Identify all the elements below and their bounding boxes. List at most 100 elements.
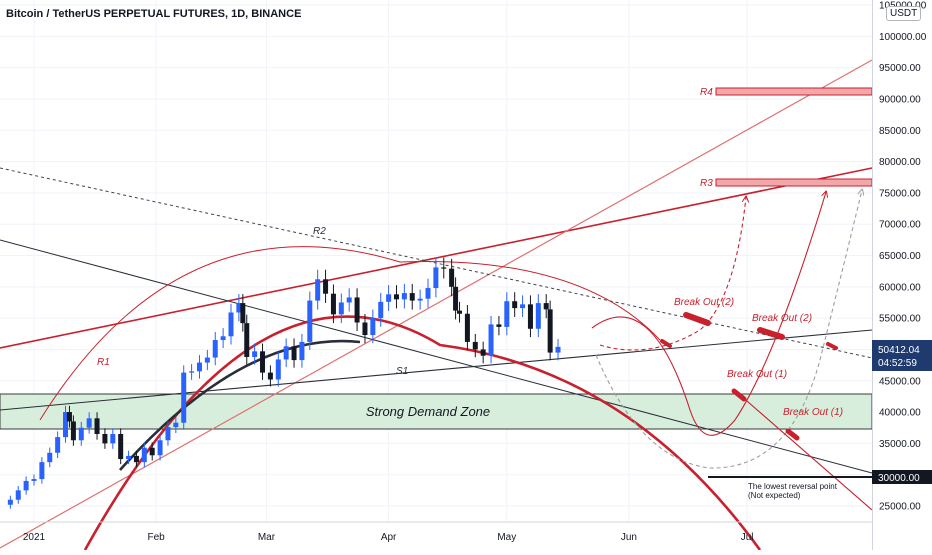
candle-body <box>157 440 163 456</box>
candle-body <box>338 302 344 315</box>
price-tick-label: 40000.00 <box>879 408 921 419</box>
trendline-black-desc <box>0 239 873 474</box>
breakout-label-2a: Break Out (2) <box>674 297 734 308</box>
breakout-label-1a: Break Out (1) <box>727 369 787 380</box>
price-tick-label: 60000.00 <box>879 282 921 293</box>
date-tick-label: Apr <box>381 532 397 543</box>
candle-body <box>283 346 289 360</box>
r3-label: R3 <box>700 178 713 189</box>
candle-body <box>252 351 258 357</box>
candle-body <box>362 322 368 336</box>
candle-body <box>78 427 84 441</box>
price-tick-label: 45000.00 <box>879 376 921 387</box>
date-tick-label: Jun <box>621 532 637 543</box>
breakout-marker-2a <box>683 312 711 326</box>
candle-body <box>228 312 234 337</box>
candle-body <box>7 499 13 505</box>
candle-body <box>401 293 407 300</box>
reversal-price-value: 30000.00 <box>878 473 920 484</box>
candle-body <box>543 303 549 310</box>
candle-body <box>244 323 250 357</box>
arc-big-red-thin <box>39 246 661 421</box>
candle-body <box>110 433 116 444</box>
date-tick-label: 2021 <box>23 532 46 543</box>
candle-body <box>204 357 210 363</box>
candle-body <box>47 452 53 463</box>
candle-body <box>86 418 92 428</box>
candle-body <box>393 294 399 300</box>
candle-body <box>299 341 305 361</box>
candle-body <box>346 297 352 303</box>
price-tick-label: 55000.00 <box>879 314 921 325</box>
candle-body <box>70 421 76 441</box>
reversal-note-line1: The lowest reversal point <box>748 482 838 491</box>
countdown-value: 04:52:59 <box>878 358 917 369</box>
date-tick-label: Jul <box>741 532 754 543</box>
candle-body <box>488 324 494 356</box>
candle-body <box>307 300 313 342</box>
price-tick-label: 90000.00 <box>879 94 921 105</box>
candle-body <box>417 298 423 301</box>
arc-bold-red <box>83 315 762 550</box>
candle-body <box>133 455 139 463</box>
breakout-label-2b: Break Out (2) <box>752 313 812 324</box>
candle-body <box>535 303 541 329</box>
candle-body <box>512 301 518 309</box>
candle-body <box>126 455 132 460</box>
candle-body <box>240 303 246 324</box>
candle-body <box>453 286 459 311</box>
current-price-value: 50412.04 <box>878 345 920 356</box>
candle-body <box>472 341 478 350</box>
price-tick-label: 100000.00 <box>879 32 927 43</box>
date-tick-label: Feb <box>148 532 166 543</box>
trendline-r1-lower-red <box>0 59 873 549</box>
candle-body <box>547 309 553 353</box>
resistance-r4-box <box>715 87 873 96</box>
breakout-label-1b: Break Out (1) <box>783 407 843 418</box>
candle-body <box>441 267 447 269</box>
price-axis[interactable]: 25000.00 30000.00 35000.00 40000.00 45000.00… <box>872 0 932 550</box>
breakout-marker-1b <box>785 428 800 441</box>
candle-body <box>457 310 463 314</box>
currency-badge[interactable]: USDT <box>886 6 922 21</box>
candle-body <box>409 293 415 301</box>
demand-zone-label: Strong Demand Zone <box>366 404 490 419</box>
candle-body <box>425 288 431 299</box>
candle-body <box>291 346 297 361</box>
r2-label: R2 <box>313 226 326 237</box>
breakout-marker-small-1 <box>660 339 672 348</box>
reversal-note-line2: (Not expected) <box>748 491 801 500</box>
current-price-badge <box>872 340 932 371</box>
candle-body <box>141 447 147 463</box>
candle-body <box>378 301 384 319</box>
candle-body <box>480 349 486 356</box>
candle-body <box>39 462 45 480</box>
candle-body <box>267 372 273 380</box>
candle-body <box>496 324 502 327</box>
candle-body <box>330 293 336 315</box>
candle-body <box>433 267 439 289</box>
candle-body <box>212 340 218 358</box>
candle-body <box>236 303 242 313</box>
price-badges: 50412.04 04:52:59 30000.00 <box>872 340 932 484</box>
candle-body <box>520 304 526 309</box>
candle-series <box>7 257 561 509</box>
candle-body <box>449 268 455 287</box>
candle-body <box>527 304 533 329</box>
candle-body <box>118 433 124 460</box>
candle-body <box>504 301 510 327</box>
s1-label: S1 <box>396 366 408 377</box>
candle-body <box>15 490 21 500</box>
trendline-s1 <box>0 329 873 411</box>
candle-body <box>63 412 69 438</box>
price-tick-label: 70000.00 <box>879 220 921 231</box>
candle-body <box>94 418 100 434</box>
demand-zone <box>0 393 873 430</box>
candle-body <box>102 433 108 444</box>
date-tick-label: Mar <box>258 532 276 543</box>
date-tick-label: May <box>497 532 516 543</box>
candle-body <box>55 437 61 453</box>
candle-body <box>555 346 561 353</box>
